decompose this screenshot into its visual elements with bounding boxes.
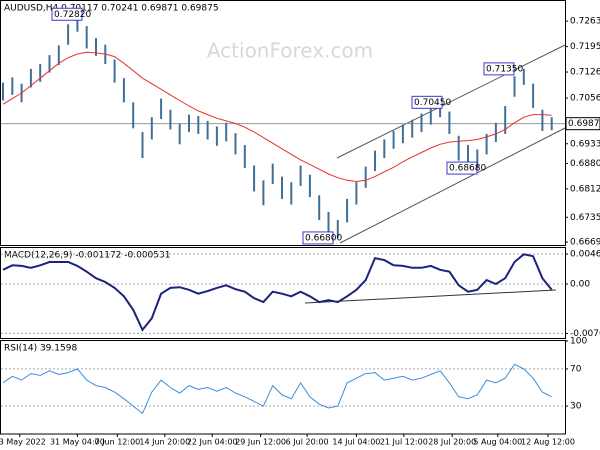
x-tick-label: 5 Aug 04:00 [473,438,522,447]
price-title: AUDUSD,H4 0.70117 0.70241 0.69871 0.6987… [4,4,219,14]
x-tick-label: 28 Jul 20:00 [428,438,476,447]
price-annotation: 0.71350 [486,64,523,74]
price-annotation-box [483,62,515,76]
y-tick-label: 30 [570,402,582,412]
price-annotation: 0.70450 [414,98,451,108]
y-tick-label: 0.72635 [570,17,600,27]
indicator-line [2,363,552,415]
current-price-box [565,117,600,131]
y-tick-label: 0.71265 [570,68,600,78]
x-tick-label: 6 Jul 20:00 [286,438,329,447]
x-tick-label: 29 Jun 12:00 [235,438,286,447]
x-tick-label: 21 Jul 12:00 [380,438,428,447]
price-annotation: 0.72820 [54,10,91,20]
y-tick-label: 0.69335 [570,139,600,149]
x-tick-label: 31 May 04:00 [50,438,105,447]
x-tick-label: 14 Jul 04:00 [332,438,380,447]
x-tick-label: 14 Jun 20:00 [139,438,190,447]
x-tick-label: 7 Jun 12:00 [95,438,141,447]
y-tick-label: 0.70565 [570,94,600,104]
x-tick-label: 22 Jun 04:00 [187,438,238,447]
macd-title: MACD(12,26,9) -0.001172 -0.000531 [4,251,170,261]
price-annotation-box [411,95,443,109]
channel-upper [336,44,566,159]
price-annotation: 0.66800 [305,233,342,243]
y-tick-label: 100 [570,337,587,347]
y-tick-label: 0.00 [570,279,590,289]
price-annotation: 0.68680 [449,164,486,174]
y-tick-label: 0.004643 [570,249,600,259]
y-tick-label: 0.67355 [570,213,600,223]
rsi-panel [0,340,566,435]
indicator-line [2,253,553,332]
y-tick-label: 0.68805 [570,159,600,169]
x-tick-label: 12 Aug 12:00 [521,438,575,447]
price-annotation-box [302,231,334,245]
price-annotation-box [446,161,478,175]
macd-panel [0,247,566,339]
macd-trendline [304,289,557,304]
rsi-title: RSI(14) 39.1598 [4,344,77,354]
x-tick-label: 23 May 2022 [0,438,46,447]
channel-lower [339,127,566,244]
current-price-label: 0.69875 [568,119,600,129]
y-tick-label: 70 [570,364,582,374]
watermark: ActionForex.com [207,39,373,63]
price-annotation-box [51,7,83,21]
y-tick-label: -0.007653 [570,329,600,339]
moving-average [2,51,552,183]
